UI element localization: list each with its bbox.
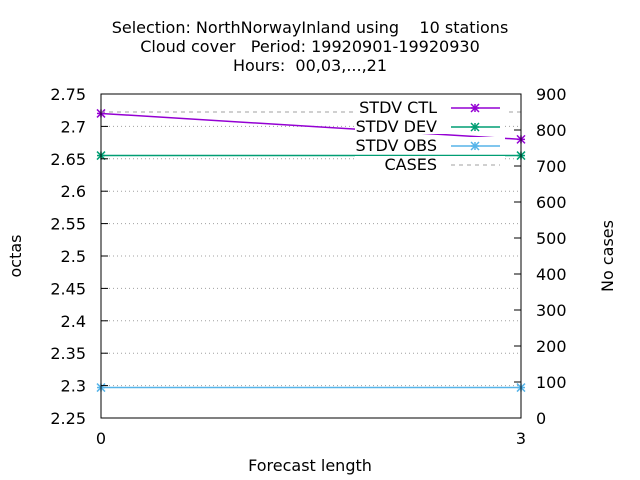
y2-tick-label: 500 bbox=[536, 229, 567, 248]
y2-tick-label: 800 bbox=[536, 121, 567, 140]
y2-tick-label: 200 bbox=[536, 337, 567, 356]
y-tick-label: 2.75 bbox=[50, 85, 86, 104]
legend-background bbox=[355, 156, 505, 172]
chart-title: Selection: NorthNorwayInland using 10 st… bbox=[112, 18, 509, 75]
legend-label: STDV OBS bbox=[356, 136, 437, 155]
y-tick-label: 2.6 bbox=[61, 182, 86, 201]
y2-tick-label: 600 bbox=[536, 193, 567, 212]
y-tick-label: 2.45 bbox=[50, 279, 86, 298]
title-line-2: Cloud cover Period: 19920901-19920930 bbox=[140, 37, 480, 56]
y-tick-label: 2.5 bbox=[61, 247, 86, 266]
x-tick-label: 3 bbox=[516, 429, 526, 448]
legend-marker bbox=[470, 122, 480, 132]
y2-tick-label: 400 bbox=[536, 265, 567, 284]
y2-axis: 0 100 200 300 400 500 600 700 800 900 bbox=[514, 85, 567, 428]
y2-tick-label: 700 bbox=[536, 157, 567, 176]
legend-background bbox=[355, 137, 505, 153]
y-tick-label: 2.65 bbox=[50, 150, 86, 169]
y-axis: 2.25 2.3 2.35 2.4 2.45 2.5 2.55 2.6 2.65 2.7 2.75 bbox=[50, 85, 108, 428]
legend-background bbox=[355, 118, 505, 134]
legend-marker bbox=[470, 103, 480, 113]
y2-tick-label: 300 bbox=[536, 301, 567, 320]
title-line-1: Selection: NorthNorwayInland using 10 st… bbox=[112, 18, 509, 37]
y-tick-label: 2.35 bbox=[50, 344, 86, 363]
y-tick-label: 2.3 bbox=[61, 377, 86, 396]
legend-marker bbox=[470, 141, 480, 151]
y2-tick-label: 900 bbox=[536, 85, 567, 104]
y2-tick-label: 100 bbox=[536, 373, 567, 392]
y-tick-label: 2.25 bbox=[50, 409, 86, 428]
series-line-0 bbox=[100, 112, 522, 141]
y-tick-label: 2.7 bbox=[61, 117, 86, 136]
legend-label: STDV DEV bbox=[356, 117, 437, 136]
y2-axis-label: No cases bbox=[598, 220, 617, 292]
legend-background bbox=[355, 99, 505, 115]
y2-tick-label: 0 bbox=[536, 409, 546, 428]
x-axis-label: Forecast length bbox=[248, 456, 372, 475]
legend-label: CASES bbox=[384, 155, 437, 174]
x-tick-label: 0 bbox=[96, 429, 106, 448]
y-tick-label: 2.55 bbox=[50, 215, 86, 234]
y-tick-label: 2.4 bbox=[61, 312, 86, 331]
y-axis-label: octas bbox=[6, 235, 25, 278]
title-line-3: Hours: 00,03,...,21 bbox=[233, 56, 387, 75]
legend-label: STDV CTL bbox=[359, 98, 437, 117]
